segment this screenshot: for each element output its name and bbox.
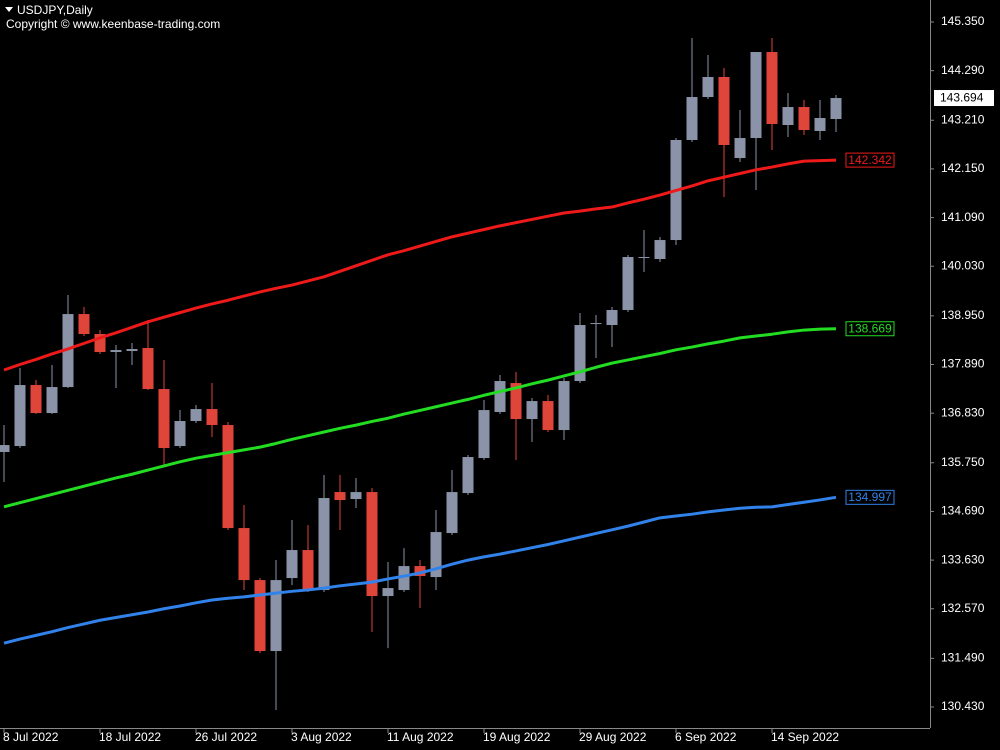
candle-body bbox=[94, 334, 106, 353]
candle-body bbox=[110, 350, 122, 353]
x-tick-label: 29 Aug 2022 bbox=[579, 730, 647, 744]
candle-body bbox=[270, 580, 282, 652]
candle-body bbox=[0, 445, 10, 453]
y-tick-label: 142.150 bbox=[941, 161, 985, 175]
candle-body bbox=[510, 383, 522, 420]
x-tick-label: 3 Aug 2022 bbox=[291, 730, 352, 744]
y-tick-label: 143.210 bbox=[941, 112, 985, 126]
y-tick-label: 136.830 bbox=[941, 405, 985, 419]
candle-body bbox=[718, 76, 730, 145]
candle-body bbox=[734, 138, 746, 159]
candle-body bbox=[78, 314, 90, 335]
candle-body bbox=[302, 550, 314, 591]
y-tick-label: 137.890 bbox=[941, 357, 985, 371]
candle-body bbox=[654, 240, 666, 259]
line-value-box bbox=[845, 152, 895, 168]
chart-subtitle: Copyright © www.keenbase-trading.com bbox=[6, 17, 220, 31]
moving-average-line bbox=[3, 327, 837, 509]
x-tick-label: 11 Aug 2022 bbox=[387, 730, 454, 744]
candle-body bbox=[222, 425, 234, 529]
candle-body bbox=[558, 381, 570, 431]
last-price-label: 143.694 bbox=[940, 91, 984, 105]
candle-body bbox=[702, 76, 714, 98]
menu-arrow bbox=[5, 7, 13, 12]
candle-body bbox=[830, 98, 842, 120]
y-tick-label: 140.030 bbox=[941, 258, 985, 272]
candle-body bbox=[814, 117, 826, 131]
candle-body bbox=[30, 385, 42, 414]
candle-body bbox=[350, 492, 362, 500]
line-value-label: 134.997 bbox=[848, 490, 892, 504]
candle-body bbox=[318, 498, 330, 591]
candle-body bbox=[590, 323, 602, 325]
candle-body bbox=[430, 532, 442, 578]
y-tick-label: 141.090 bbox=[941, 210, 985, 224]
line-value-label: 142.342 bbox=[848, 153, 892, 167]
y-tick-label: 132.570 bbox=[941, 601, 985, 615]
candle-body bbox=[286, 550, 298, 579]
candle-body bbox=[366, 492, 378, 597]
candle-body bbox=[542, 401, 554, 431]
line-value-box bbox=[845, 489, 895, 505]
x-tick-label: 18 Jul 2022 bbox=[99, 730, 161, 744]
y-tick-label: 135.750 bbox=[941, 455, 985, 469]
x-tick-label: 8 Jul 2022 bbox=[3, 730, 59, 744]
y-tick-label: 138.950 bbox=[941, 308, 985, 322]
candle-body bbox=[574, 325, 586, 382]
y-tick-label: 144.290 bbox=[941, 63, 985, 77]
candle-body bbox=[398, 566, 410, 591]
candle-body bbox=[606, 310, 618, 326]
x-tick-label: 14 Sep 2022 bbox=[771, 730, 839, 744]
candle-body bbox=[254, 580, 266, 652]
candle-body bbox=[766, 52, 778, 125]
last-price-box bbox=[934, 90, 994, 107]
moving-average-line bbox=[3, 158, 837, 372]
candle-body bbox=[462, 457, 474, 494]
candle-body bbox=[62, 314, 74, 388]
candle-body bbox=[798, 107, 810, 131]
candle-body bbox=[190, 409, 202, 422]
candle-body bbox=[622, 257, 634, 311]
line-value-box bbox=[845, 321, 895, 337]
candle-body bbox=[142, 348, 154, 390]
line-value-label: 138.669 bbox=[848, 321, 892, 335]
candle-body bbox=[206, 409, 218, 426]
candle-body bbox=[382, 588, 394, 597]
candle-body bbox=[238, 528, 250, 581]
candle-body bbox=[46, 387, 58, 414]
candle-body bbox=[414, 566, 426, 577]
x-tick-label: 6 Sep 2022 bbox=[675, 730, 737, 744]
candle-body bbox=[14, 385, 26, 447]
x-tick-label: 19 Aug 2022 bbox=[483, 730, 551, 744]
y-tick-label: 133.630 bbox=[941, 552, 985, 566]
y-tick-label: 145.350 bbox=[941, 14, 985, 28]
candle-body bbox=[782, 107, 794, 126]
candle-body bbox=[526, 401, 538, 420]
y-tick-label: 130.430 bbox=[941, 699, 985, 713]
chart-title: USDJPY,Daily bbox=[17, 3, 93, 17]
x-tick-label: 26 Jul 2022 bbox=[195, 730, 257, 744]
candle-body bbox=[750, 52, 762, 139]
candle-body bbox=[126, 349, 138, 352]
candle-body bbox=[334, 492, 346, 501]
candle-body bbox=[478, 410, 490, 459]
y-tick-label: 134.690 bbox=[941, 504, 985, 518]
candle-body bbox=[158, 389, 170, 449]
candle-body bbox=[446, 492, 458, 534]
candle-body bbox=[174, 421, 186, 447]
y-tick-label: 131.490 bbox=[941, 651, 985, 665]
candle-body bbox=[494, 381, 506, 413]
candle-body bbox=[686, 97, 698, 140]
candle-body bbox=[638, 257, 650, 259]
moving-average-line bbox=[3, 495, 837, 645]
